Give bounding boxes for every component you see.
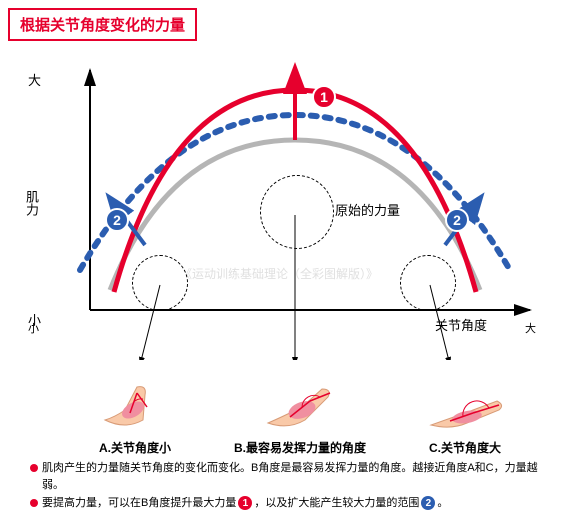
y-top-label: 大 [28, 70, 41, 89]
bullet-2-text: 要提高力量，可以在B角度提升最大力量1，以及扩大能产生较大力量的范围2。 [42, 495, 448, 512]
arm-b: B.最容易发挥力量的角度 [225, 375, 375, 456]
x-axis-title: 关节角度 [435, 315, 487, 334]
inline-badge-1: 1 [238, 496, 252, 510]
arm-b-label: B.最容易发挥力量的角度 [225, 439, 375, 456]
bullet-2b: ，以及扩大能产生较大力量的范围 [254, 497, 419, 509]
bullet-1: 肌肉产生的力量随关节角度的变化而变化。B角度是最容易发挥力量的角度。越接近角度A… [30, 460, 550, 493]
inline-badge-2: 2 [421, 496, 435, 510]
arm-a: A.关节角度小 [60, 375, 210, 456]
bullet-dot-icon [30, 499, 38, 507]
arm-c-label: C.关节角度大 [390, 439, 540, 456]
chart-area: 大 肌力 小 小 关节角度 大 1 2 2 原始的力量 [50, 60, 540, 360]
x-right-label: 大 [525, 320, 536, 336]
arm-c: C.关节角度大 [390, 375, 540, 456]
badge-2-left: 2 [105, 208, 129, 232]
circle-center [260, 175, 334, 249]
bullet-2: 要提高力量，可以在B角度提升最大力量1，以及扩大能产生较大力量的范围2。 [30, 495, 550, 512]
arm-a-label: A.关节角度小 [60, 439, 210, 456]
arm-row: A.关节角度小 B.最容易发挥力量的角度 C.关节角度大 [60, 375, 540, 456]
bullet-dot-icon [30, 464, 38, 472]
title-box: 根据关节角度变化的力量 [8, 8, 197, 41]
circle-left [132, 255, 188, 311]
x-left-label: 小 [28, 320, 39, 336]
badge-2-right: 2 [445, 208, 469, 232]
y-axis-title: 肌力 [22, 190, 41, 216]
original-force-label: 原始的力量 [335, 200, 400, 219]
circle-right [400, 255, 456, 311]
badge-1: 1 [312, 85, 336, 109]
bullet-1-text: 肌肉产生的力量随关节角度的变化而变化。B角度是最容易发挥力量的角度。越接近角度A… [42, 460, 550, 493]
bullet-2c: 。 [437, 497, 448, 509]
bullet-2a: 要提高力量，可以在B角度提升最大力量 [42, 497, 236, 509]
bullets: 肌肉产生的力量随关节角度的变化而变化。B角度是最容易发挥力量的角度。越接近角度A… [30, 460, 550, 514]
